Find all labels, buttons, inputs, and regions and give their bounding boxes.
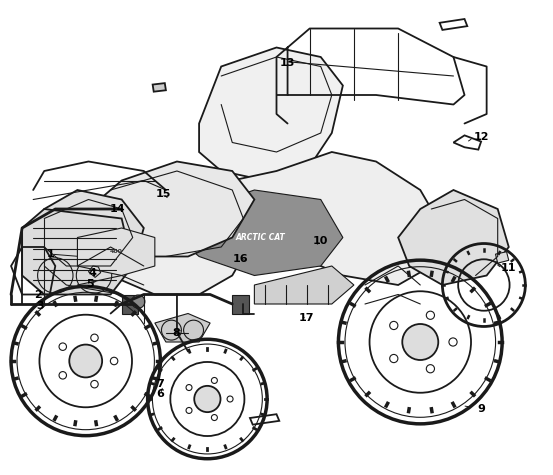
Text: 8: 8 bbox=[172, 327, 180, 338]
Text: 10: 10 bbox=[313, 236, 328, 247]
Polygon shape bbox=[88, 162, 254, 256]
Text: ARCTIC CAT: ARCTIC CAT bbox=[235, 233, 285, 242]
Circle shape bbox=[69, 344, 102, 378]
Circle shape bbox=[402, 324, 439, 360]
Text: 15: 15 bbox=[155, 189, 171, 199]
Text: 12: 12 bbox=[473, 132, 489, 142]
Text: 4: 4 bbox=[89, 268, 97, 278]
Text: 14: 14 bbox=[110, 204, 126, 214]
Polygon shape bbox=[221, 152, 442, 285]
Polygon shape bbox=[254, 266, 354, 304]
Text: 17: 17 bbox=[299, 313, 315, 323]
Text: 7: 7 bbox=[156, 379, 164, 389]
Text: 400: 400 bbox=[109, 249, 123, 254]
Polygon shape bbox=[495, 252, 509, 263]
Text: 9: 9 bbox=[477, 404, 485, 415]
Circle shape bbox=[132, 295, 145, 308]
Polygon shape bbox=[398, 190, 509, 285]
Text: 1: 1 bbox=[47, 249, 55, 259]
Text: 13: 13 bbox=[280, 57, 295, 68]
Text: 16: 16 bbox=[233, 254, 248, 264]
Polygon shape bbox=[33, 190, 144, 276]
Circle shape bbox=[194, 386, 221, 412]
Text: 2: 2 bbox=[34, 289, 41, 300]
Polygon shape bbox=[177, 190, 343, 276]
Polygon shape bbox=[77, 228, 155, 276]
Polygon shape bbox=[199, 48, 343, 180]
Text: 5: 5 bbox=[86, 279, 94, 289]
Text: 6: 6 bbox=[156, 389, 164, 399]
Polygon shape bbox=[155, 314, 210, 342]
Polygon shape bbox=[88, 180, 254, 294]
Polygon shape bbox=[232, 294, 249, 314]
Polygon shape bbox=[122, 294, 138, 314]
Text: 11: 11 bbox=[501, 263, 517, 274]
Text: 3: 3 bbox=[36, 301, 44, 312]
Polygon shape bbox=[22, 209, 133, 294]
Polygon shape bbox=[153, 83, 166, 92]
